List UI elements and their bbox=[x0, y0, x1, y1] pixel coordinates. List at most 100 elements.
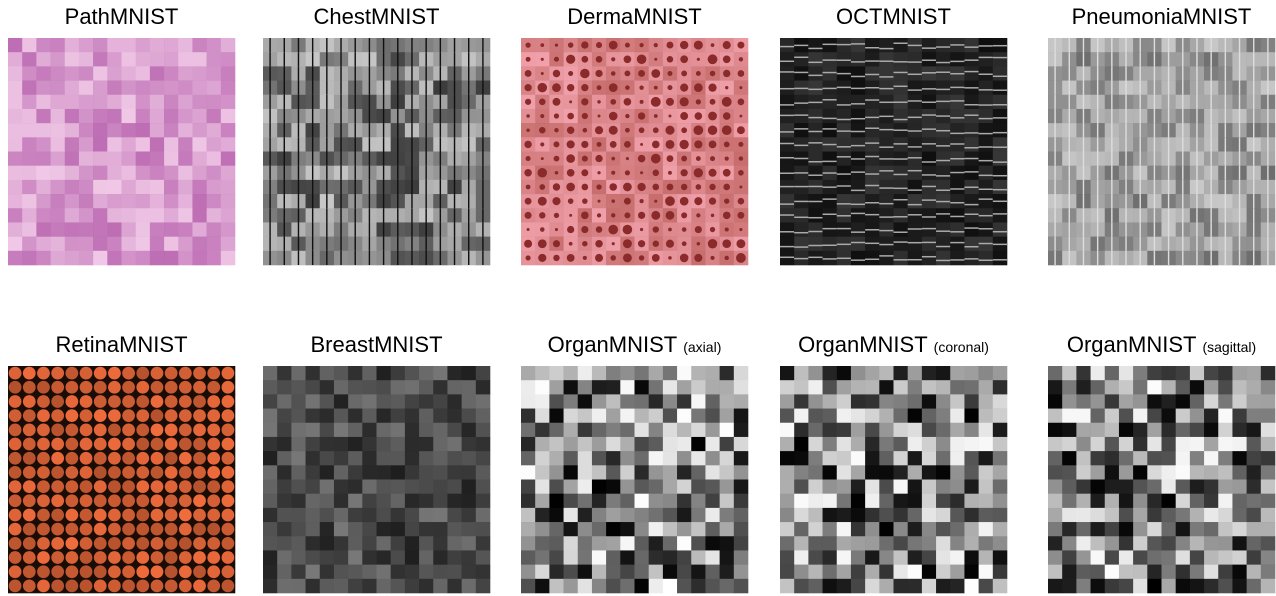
mosaic-tile bbox=[865, 493, 880, 509]
mosaic-tile bbox=[780, 507, 795, 523]
mosaic-tile bbox=[808, 422, 823, 438]
mosaic-tile bbox=[705, 366, 720, 381]
mosaic-detail bbox=[1224, 222, 1227, 237]
mosaic-detail bbox=[368, 137, 371, 152]
mosaic-detail bbox=[269, 165, 271, 180]
mosaic-detail bbox=[1153, 250, 1156, 265]
mosaic-tile bbox=[362, 436, 377, 452]
mosaic-detail bbox=[207, 395, 221, 408]
mosaic-tile bbox=[121, 52, 136, 67]
mosaic-tile bbox=[893, 422, 908, 438]
mosaic-detail bbox=[1068, 108, 1070, 124]
mosaic-detail bbox=[1210, 80, 1212, 95]
mosaic-tile bbox=[794, 479, 809, 494]
mosaic-detail bbox=[1068, 66, 1070, 81]
mosaic-detail bbox=[482, 123, 484, 138]
mosaic-tile bbox=[1175, 451, 1191, 466]
mosaic-tile bbox=[192, 250, 207, 266]
mosaic-tile bbox=[164, 179, 179, 195]
mosaic-tile bbox=[433, 507, 448, 523]
mosaic-tile bbox=[964, 522, 979, 537]
mosaic-detail bbox=[680, 169, 688, 177]
mosaic-detail bbox=[722, 41, 731, 50]
mosaic-tile bbox=[850, 465, 866, 480]
mosaic-tile bbox=[964, 564, 979, 580]
mosaic-tile bbox=[1161, 465, 1176, 480]
mosaic-tile bbox=[475, 479, 491, 494]
mosaic-tile bbox=[921, 522, 937, 537]
mosaic-tile bbox=[620, 436, 635, 452]
mosaic-detail bbox=[554, 227, 559, 232]
mosaic-detail bbox=[552, 183, 561, 191]
mosaic-tile bbox=[691, 550, 706, 565]
mosaic-tile bbox=[978, 380, 994, 395]
mosaic-tile bbox=[677, 578, 692, 594]
mosaic-tile bbox=[263, 550, 278, 565]
mosaic-detail bbox=[1125, 250, 1127, 265]
mosaic-detail bbox=[178, 466, 192, 479]
mosaic-tile bbox=[1189, 564, 1205, 580]
mosaic-tile bbox=[850, 479, 866, 494]
mosaic-detail bbox=[397, 208, 399, 223]
mosaic-detail bbox=[668, 256, 672, 260]
mosaic-tile bbox=[705, 451, 720, 466]
mosaic-tile bbox=[907, 108, 923, 124]
mosaic-tile bbox=[921, 493, 937, 509]
mosaic-tile bbox=[577, 507, 593, 523]
mosaic-tile bbox=[390, 422, 406, 438]
mosaic-detail bbox=[397, 123, 399, 138]
mosaic-tile bbox=[521, 550, 536, 565]
mosaic-detail bbox=[1125, 137, 1127, 152]
mosaic-tile bbox=[794, 408, 809, 424]
mosaic-detail bbox=[624, 70, 631, 77]
mosaic-tile bbox=[780, 493, 795, 509]
mosaic-tile bbox=[192, 151, 207, 166]
mosaic-detail bbox=[368, 208, 371, 223]
mosaic-tile bbox=[992, 151, 1008, 166]
mosaic-tile bbox=[521, 380, 536, 395]
mosaic-detail bbox=[382, 222, 385, 237]
mosaic-detail bbox=[311, 80, 314, 95]
mosaic-tile bbox=[1133, 479, 1148, 494]
mosaic-tile bbox=[950, 564, 965, 580]
mosaic-tile bbox=[606, 451, 621, 466]
mosaic-detail bbox=[411, 222, 413, 237]
mosaic-tile bbox=[822, 108, 838, 124]
mosaic-tile bbox=[305, 522, 321, 537]
mosaic-detail bbox=[51, 494, 65, 508]
mosaic-tile bbox=[921, 194, 937, 209]
mosaic-detail bbox=[1267, 52, 1269, 67]
mosaic-detail bbox=[721, 96, 732, 107]
mosaic-tile bbox=[433, 522, 448, 537]
mosaic-tile bbox=[836, 422, 852, 438]
mosaic-tile bbox=[362, 479, 377, 494]
mosaic-detail bbox=[340, 151, 342, 166]
mosaic-tile bbox=[1076, 564, 1091, 580]
mosaic-detail bbox=[207, 409, 221, 423]
mosaic-detail bbox=[639, 85, 644, 90]
mosaic-tile bbox=[893, 436, 908, 452]
mosaic-detail bbox=[1125, 66, 1127, 81]
mosaic-detail bbox=[1224, 108, 1227, 124]
mosaic-tile bbox=[376, 578, 391, 594]
mosaic-detail bbox=[1096, 80, 1099, 95]
mosaic-detail bbox=[397, 165, 399, 180]
mosaic-detail bbox=[8, 579, 22, 593]
mosaic-tile bbox=[291, 522, 306, 537]
panel-title: PneumoniaMNIST bbox=[1072, 4, 1252, 29]
mosaic-detail bbox=[283, 236, 285, 251]
mosaic-detail bbox=[836, 257, 851, 260]
mosaic-detail bbox=[136, 380, 150, 394]
mosaic-tile bbox=[620, 422, 635, 438]
mosaic-tile bbox=[865, 451, 880, 466]
mosaic-tile bbox=[8, 179, 23, 195]
mosaic-tile bbox=[1189, 522, 1205, 537]
mosaic-detail bbox=[79, 579, 93, 593]
mosaic-tile bbox=[936, 165, 951, 181]
mosaic-tile bbox=[992, 408, 1008, 424]
mosaic-detail bbox=[122, 423, 135, 437]
mosaic-tile bbox=[719, 536, 735, 551]
mosaic-tile bbox=[1218, 394, 1233, 409]
mosaic-tile bbox=[8, 151, 23, 166]
mosaic-detail bbox=[354, 38, 356, 53]
